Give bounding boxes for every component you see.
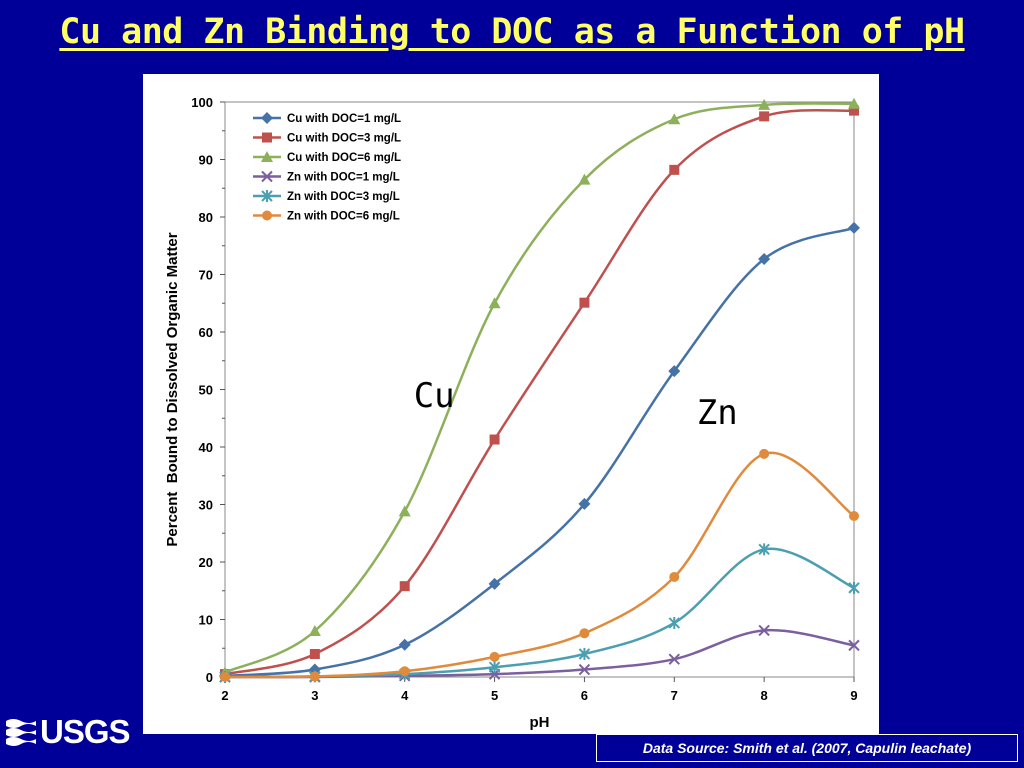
- chart: 0 10 20 30 40 50 60 70 80 90 100 2 3 4 5 6 7 8 9 pH Percent …: [164, 95, 860, 731]
- y-tick-label: 100: [191, 95, 213, 110]
- legend: Cu with DOC=1 mg/L Cu with DOC=3 mg/L Cu w…: [253, 112, 401, 223]
- data-source-note: Data Source: Smith et al. (2007, Capulin…: [596, 734, 1018, 762]
- x-tick-label: 6: [581, 688, 588, 703]
- data-point: [578, 173, 591, 185]
- data-point: [758, 543, 770, 556]
- data-point: [399, 581, 410, 592]
- x-tick-label: 8: [761, 688, 768, 703]
- data-point: [848, 97, 860, 109]
- series-2: [220, 105, 859, 680]
- series-3: [219, 97, 860, 678]
- x-tick-label: 2: [221, 688, 228, 703]
- y-tick-label: 90: [199, 153, 213, 168]
- data-point: [669, 164, 680, 175]
- y-tick-label: 10: [199, 613, 213, 628]
- data-point: [489, 434, 500, 445]
- data-point: [848, 639, 860, 652]
- data-point: [849, 105, 859, 116]
- data-point: [848, 221, 860, 234]
- legend-entry: Zn with DOC=1 mg/L: [253, 170, 400, 184]
- series-1: [219, 221, 860, 682]
- x-tick-label: 5: [491, 688, 498, 703]
- legend-label: Zn with DOC=6 mg/L: [287, 211, 400, 223]
- x-tick-label: 7: [671, 688, 678, 703]
- legend-entry: Zn with DOC=6 mg/L: [253, 210, 400, 223]
- data-point: [308, 625, 321, 636]
- data-point: [309, 671, 320, 682]
- data-point: [489, 651, 500, 662]
- series-line: [224, 108, 855, 676]
- data-point: [579, 628, 590, 639]
- y-tick-label: 40: [199, 440, 213, 455]
- data-point: [758, 624, 770, 637]
- legend-label: Zn with DOC=1 mg/L: [287, 172, 400, 184]
- y-axis-label: Percent Bound to Dissolved Organic Matte…: [164, 232, 181, 546]
- x-tick-label: 4: [401, 688, 409, 703]
- legend-label: Cu with DOC=6 mg/L: [287, 152, 401, 164]
- usgs-wave-icon: [6, 719, 36, 746]
- legend-swatch-marker: [261, 170, 273, 183]
- series-line: [224, 226, 855, 678]
- series-6: [220, 448, 859, 682]
- data-point: [398, 638, 411, 651]
- y-tick-label: 70: [199, 268, 213, 283]
- annotation-label: Cu: [414, 376, 455, 416]
- data-point: [399, 666, 410, 677]
- data-point: [578, 497, 591, 510]
- slide-title: Cu and Zn Binding to DOC as a Function o…: [59, 12, 965, 52]
- legend-label: Cu with DOC=3 mg/L: [287, 133, 401, 145]
- data-point: [578, 663, 591, 676]
- x-tick-label: 9: [850, 688, 857, 703]
- legend-entry: Zn with DOC=3 mg/L: [253, 190, 400, 203]
- x-axis-label: pH: [530, 714, 550, 731]
- legend-label: Cu with DOC=1 mg/L: [287, 113, 401, 125]
- data-point: [488, 577, 501, 590]
- legend-entry: Cu with DOC=6 mg/L: [253, 151, 401, 164]
- y-tick-label: 50: [199, 383, 213, 398]
- data-point: [668, 616, 680, 629]
- series-line: [224, 102, 855, 674]
- series-layer: [219, 97, 860, 683]
- data-point: [578, 648, 591, 660]
- data-point: [848, 581, 860, 594]
- legend-swatch-marker: [261, 151, 273, 162]
- series-5: [219, 543, 860, 683]
- data-point: [668, 113, 681, 125]
- usgs-logo: USGS: [6, 712, 131, 752]
- legend-swatch-marker: [262, 132, 272, 143]
- y-tick-label: 20: [199, 555, 213, 570]
- series-line: [224, 451, 855, 679]
- data-point: [669, 571, 680, 582]
- data-point: [579, 297, 590, 308]
- plot-frame: [224, 101, 855, 678]
- data-point: [758, 98, 771, 110]
- data-point: [398, 505, 411, 517]
- y-tick-label: 30: [199, 498, 213, 513]
- legend-entry: Cu with DOC=3 mg/L: [253, 132, 401, 145]
- legend-swatch-marker: [261, 190, 273, 202]
- data-point: [668, 365, 681, 378]
- data-point: [759, 448, 770, 459]
- axes: 0 10 20 30 40 50 60 70 80 90 100 2 3 4 5 6 7 8 9 pH Percent …: [164, 95, 858, 731]
- data-point: [758, 252, 771, 265]
- y-tick-label: 0: [206, 670, 213, 685]
- chart-panel: 0 10 20 30 40 50 60 70 80 90 100 2 3 4 5 6 7 8 9 pH Percent …: [143, 74, 879, 734]
- y-tick-label: 80: [199, 210, 213, 225]
- data-point: [668, 653, 680, 665]
- x-tick-label: 3: [311, 688, 318, 703]
- annotations: Cu Zn: [414, 376, 738, 433]
- data-point: [309, 649, 320, 659]
- data-point: [488, 297, 501, 309]
- y-tick-label: 60: [199, 325, 213, 340]
- data-point: [759, 111, 770, 122]
- data-point: [220, 672, 230, 682]
- legend-entry: Cu with DOC=1 mg/L: [253, 112, 401, 125]
- legend-swatch-marker: [262, 210, 272, 221]
- usgs-wordmark: USGS: [40, 713, 131, 750]
- annotation-label: Zn: [697, 393, 738, 433]
- legend-swatch-marker: [261, 112, 273, 124]
- data-point: [488, 661, 501, 674]
- data-point: [849, 511, 859, 521]
- legend-label: Zn with DOC=3 mg/L: [287, 191, 400, 203]
